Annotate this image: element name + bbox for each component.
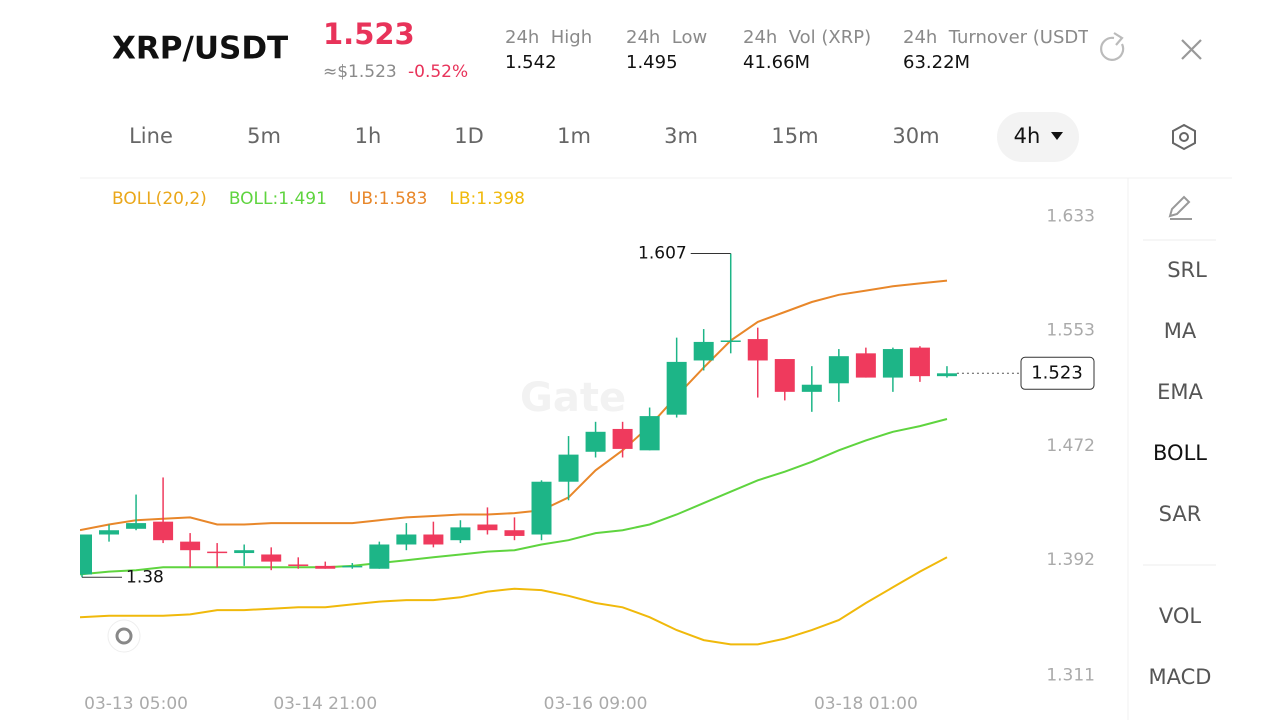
stat-label: 24h High: [505, 27, 592, 48]
interval-tab[interactable]: 1h: [355, 124, 382, 148]
candle-body: [531, 481, 552, 535]
draw-tool[interactable]: [1168, 195, 1192, 220]
close-button[interactable]: [1181, 39, 1202, 60]
y-tick-label: 1.633: [1046, 206, 1095, 226]
legend-entry: BOLL:1.491: [229, 189, 327, 209]
candle-body: [585, 431, 606, 452]
pair: XRP/USDT: [112, 31, 288, 67]
interval-tab[interactable]: 5m: [247, 124, 281, 148]
candle-body: [909, 347, 930, 377]
candle-body: [234, 550, 255, 554]
candle-body: [666, 361, 687, 415]
candle-body: [153, 521, 174, 541]
sidebar-item[interactable]: SRL: [1167, 258, 1207, 282]
candle-body: [504, 530, 525, 536]
candle-body: [396, 534, 417, 545]
candle-body: [747, 339, 768, 361]
candle-body: [882, 349, 903, 378]
candle-body: [126, 523, 147, 529]
selected-interval-bg: [997, 112, 1079, 162]
fiat-price: ≈$1.523: [323, 62, 397, 82]
candle-body: [423, 534, 444, 545]
legend-entry: BOLL(20,2): [112, 189, 207, 209]
y-tick-label: 1.472: [1046, 436, 1095, 456]
x-tick-label: 03-13 05:00: [84, 694, 188, 714]
sidebar-item[interactable]: SAR: [1159, 502, 1202, 526]
candle-body: [774, 359, 795, 392]
high-label: 1.607: [638, 243, 687, 263]
low-label: 1.38: [126, 567, 164, 587]
candle-body: [99, 530, 120, 535]
logo-icon: [107, 619, 141, 653]
candle-body: [828, 356, 849, 384]
band-line: [80, 279, 948, 532]
candle-body: [207, 551, 228, 554]
indicator-legend: BOLL(20,2) BOLL:1.491 UB:1.583 LB:1.398: [112, 189, 525, 209]
candle-body: [720, 340, 741, 342]
candle-body: [180, 541, 201, 551]
settings-button[interactable]: [1172, 123, 1196, 151]
x-tick-label: 03-14 21:00: [273, 694, 377, 714]
y-tick-label: 1.392: [1046, 550, 1095, 570]
legend-entry: UB:1.583: [349, 189, 428, 209]
sidebar-item[interactable]: EMA: [1157, 380, 1203, 404]
interval-tab[interactable]: Line: [129, 124, 173, 148]
candle-body: [450, 527, 471, 541]
candle-body: [801, 384, 822, 392]
x-tick-label: 03-16 09:00: [544, 694, 648, 714]
interval-tab[interactable]: 30m: [892, 124, 939, 148]
y-tick-label: 1.311: [1046, 666, 1095, 686]
x-tick-label: 03-18 01:00: [814, 694, 918, 714]
candle-body: [477, 524, 498, 531]
watermark: Gate: [520, 375, 626, 421]
sidebar-item[interactable]: MA: [1164, 319, 1197, 343]
candle-body: [80, 534, 92, 575]
candle-body: [261, 554, 282, 562]
candle-body: [936, 373, 957, 377]
stats: 24h High 1.542 24h Low 1.495 24h Vol (XR…: [505, 27, 1096, 73]
stat-label: 24h Vol (XRP): [743, 27, 871, 48]
candle-body: [855, 353, 876, 378]
stat-label: 24h Turnover (USDT): [903, 27, 1096, 48]
stat-value: 1.495: [626, 52, 678, 73]
change: -0.52%: [408, 62, 468, 82]
candle-body: [342, 565, 363, 568]
legend-entry: LB:1.398: [449, 189, 525, 209]
y-tick-label: 1.553: [1046, 321, 1095, 341]
interval-tab[interactable]: 1m: [557, 124, 591, 148]
interval-tab[interactable]: 15m: [771, 124, 818, 148]
sidebar-item[interactable]: MACD: [1149, 665, 1212, 689]
stat-value: 41.66M: [743, 52, 810, 73]
last-price: 1.523: [323, 17, 415, 51]
price-box-label: 1.523: [1031, 362, 1083, 383]
candle-body: [369, 544, 390, 569]
overlay: 1.311 1.392 1.472 1.553 1.633 03-13 05:00 03-1…: [82, 206, 1095, 714]
candle-body: [612, 428, 633, 449]
candle-body: [693, 341, 714, 361]
band-line: [80, 556, 948, 646]
stat-value: 1.542: [505, 52, 557, 73]
stat-value: 63.22M: [903, 52, 970, 73]
interval-tab[interactable]: 3m: [664, 124, 698, 148]
refresh-button[interactable]: [1100, 32, 1125, 61]
interval-tab[interactable]: 4h: [1014, 124, 1041, 148]
price-box: [1020, 356, 1095, 390]
candle-body: [639, 416, 660, 451]
sidebar-item[interactable]: VOL: [1159, 604, 1202, 628]
dropdown-arrow: [1051, 132, 1063, 140]
candle-body: [315, 565, 336, 569]
band-line: [80, 418, 948, 576]
candle-body: [558, 454, 579, 482]
sidebar-item[interactable]: BOLL: [1153, 441, 1207, 465]
candle-body: [288, 564, 309, 566]
interval-tab[interactable]: 1D: [454, 124, 484, 148]
stat-label: 24h Low: [626, 27, 707, 48]
plot: [80, 253, 957, 646]
